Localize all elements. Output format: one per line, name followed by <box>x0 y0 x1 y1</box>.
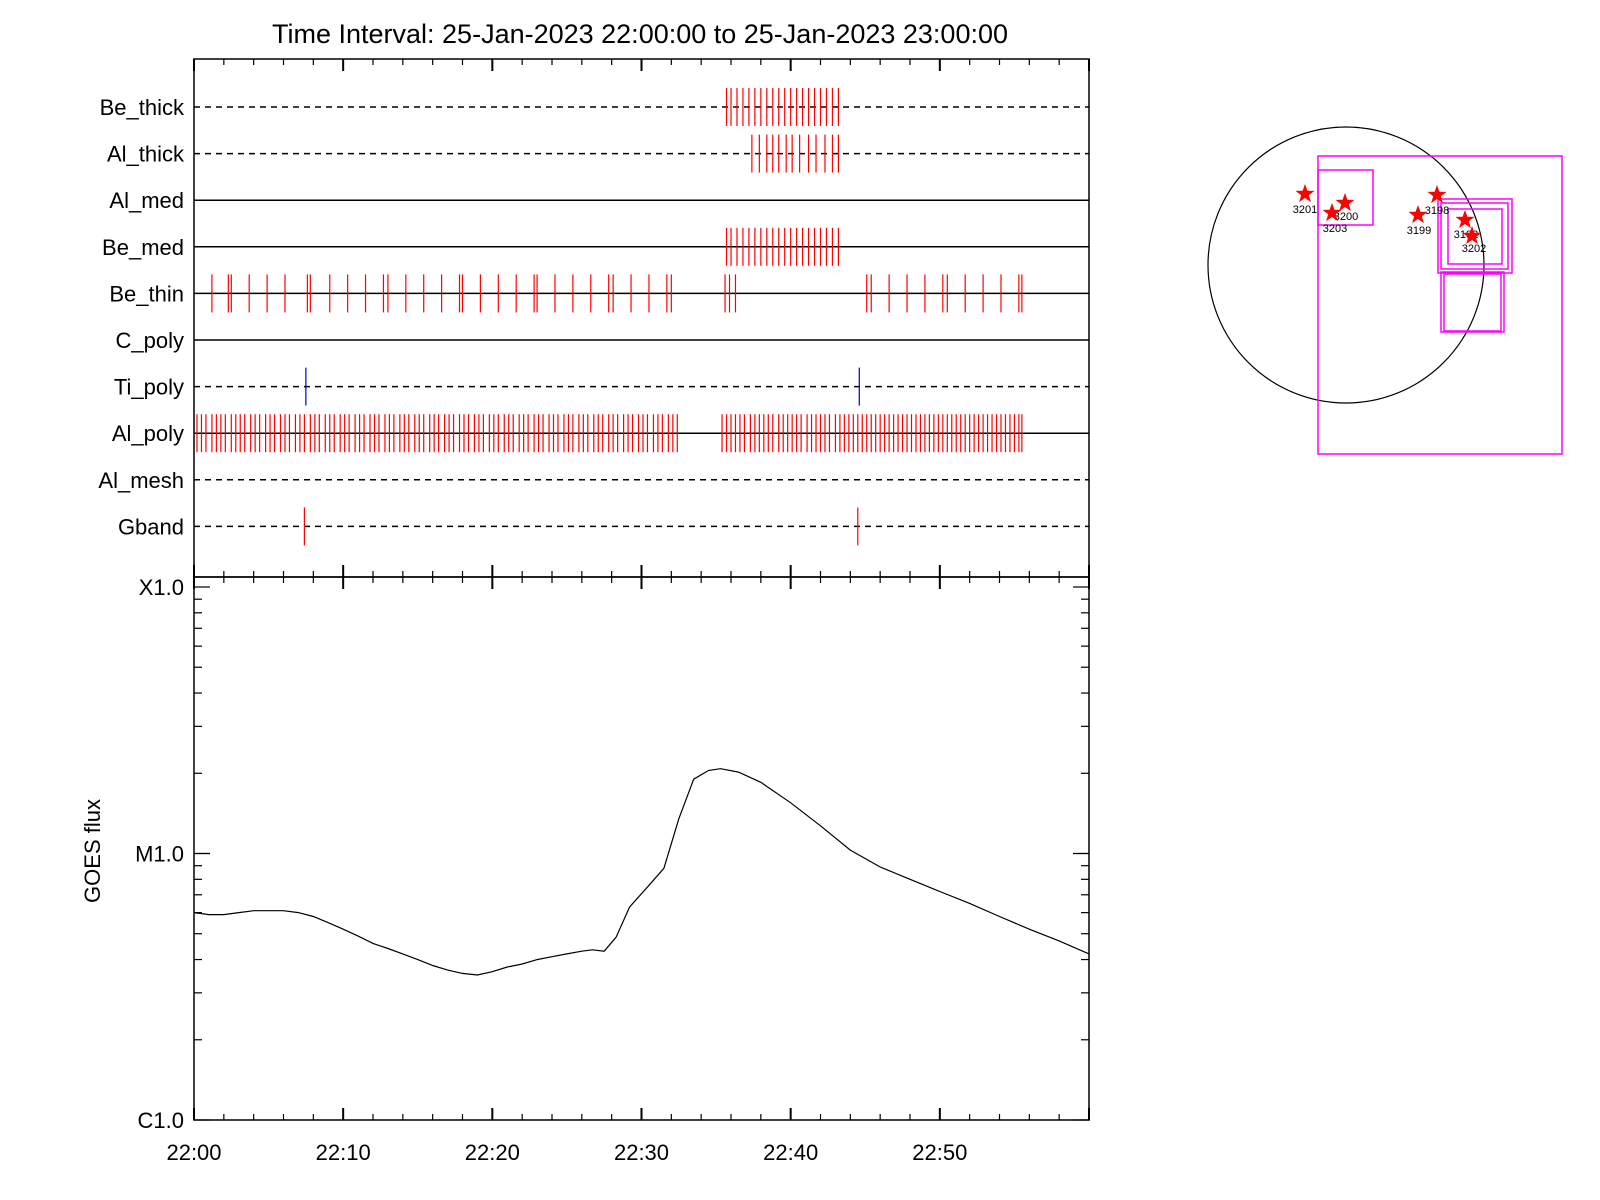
timeline-row-label: C_poly <box>116 328 184 353</box>
goes-frame <box>193 576 1090 1121</box>
fov-box <box>1437 198 1513 274</box>
timeline-row: Be_med <box>102 227 1089 266</box>
y-tick-label: X1.0 <box>139 575 184 600</box>
goes-axes: 22:00 22:10 22:20 22:30 22:40 22:50 X1.0 M1.0 C1… <box>135 575 1090 1165</box>
goes-panel: 22:00 22:10 22:20 22:30 22:40 22:50 X1.0 M1.0 C1… <box>80 575 1090 1165</box>
timeline-row: Al_poly <box>112 414 1089 453</box>
timeline-row: Be_thick <box>100 88 1089 126</box>
active-region-label: 3201 <box>1293 204 1317 216</box>
fov-box <box>1317 155 1563 455</box>
goes-flux-curve <box>193 768 1090 976</box>
timeline-row-label: Al_mesh <box>98 468 184 493</box>
timeline-row: Al_med <box>109 188 1089 213</box>
timeline-row-label: Be_thick <box>100 95 185 120</box>
active-region-star <box>1408 205 1428 224</box>
active-region-label: 3198 <box>1425 205 1449 217</box>
fov-box <box>1447 208 1503 265</box>
timeline-row-label: Be_med <box>102 235 184 260</box>
active-region-label: 3200 <box>1334 211 1358 223</box>
active-region-star <box>1335 193 1355 212</box>
x-tick-label: 22:50 <box>912 1140 967 1165</box>
active-region-star <box>1462 226 1482 245</box>
timeline-row-label: Ti_poly <box>114 375 184 400</box>
timeline-row-label: Al_poly <box>112 421 184 446</box>
active-region-label: 3199 <box>1407 225 1431 237</box>
timeline-row-label: Al_thick <box>107 142 185 167</box>
timeline-row-label: Be_thin <box>109 281 184 306</box>
active-region-star <box>1322 203 1342 222</box>
timeline-row: Gband <box>118 507 1089 546</box>
fov-box <box>1440 202 1509 270</box>
timeline-axis <box>193 58 1090 578</box>
timeline-frame <box>193 58 1090 578</box>
y-tick-label: C1.0 <box>138 1108 184 1133</box>
timeline-row-label: Gband <box>118 514 184 539</box>
x-tick-label: 22:20 <box>465 1140 520 1165</box>
x-tick-label: 22:30 <box>614 1140 669 1165</box>
active-region-star <box>1455 210 1475 229</box>
y-tick-label: M1.0 <box>135 842 184 867</box>
timeline-row: Ti_poly <box>114 367 1089 406</box>
y-axis-label: GOES flux <box>80 799 105 903</box>
fov-box <box>1443 273 1502 332</box>
timeline-row-label: Al_med <box>109 188 184 213</box>
x-tick-label: 22:10 <box>316 1140 371 1165</box>
active-region-star <box>1427 185 1447 204</box>
x-tick-label: 22:40 <box>763 1140 818 1165</box>
active-region-markers: 3201320032033198319931923202 <box>1293 184 1486 255</box>
timeline-panel: Be_thick Al_thick Al_med Be_med Be_thin C_pol… <box>98 58 1090 578</box>
fov-box <box>1440 271 1505 333</box>
timeline-row: Be_thin <box>109 274 1089 313</box>
x-tick-label: 22:00 <box>166 1140 221 1165</box>
timeline-row: C_poly <box>116 328 1089 353</box>
active-region-label: 3202 <box>1462 243 1486 255</box>
fov-boxes <box>1317 155 1563 455</box>
timeline-row: Al_thick <box>107 134 1089 173</box>
active-region-label: 3203 <box>1323 223 1347 235</box>
solar-locator: 3201320032033198319931923202 <box>1207 126 1563 455</box>
timeline-row: Al_mesh <box>98 468 1089 493</box>
chart-title: Time Interval: 25-Jan-2023 22:00:00 to 2… <box>272 19 1008 49</box>
timeline-rows: Be_thick Al_thick Al_med Be_med Be_thin C_pol… <box>98 88 1089 546</box>
active-region-star <box>1295 184 1315 203</box>
solar-disk <box>1207 126 1485 404</box>
fov-box <box>1317 169 1374 226</box>
